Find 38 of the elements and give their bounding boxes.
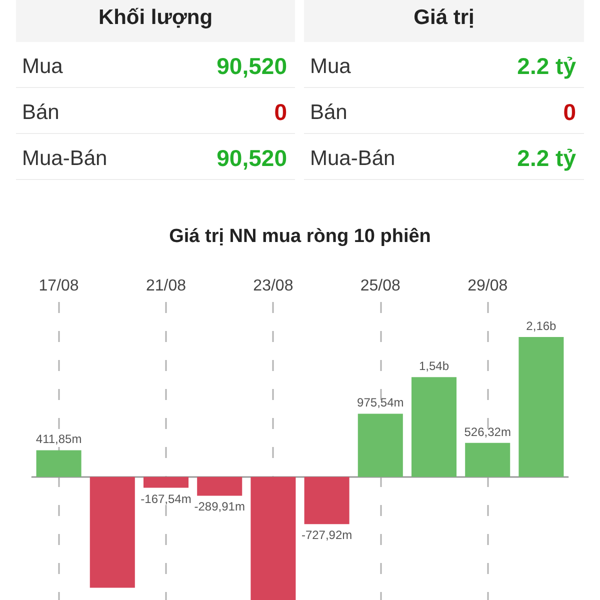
bar bbox=[411, 377, 457, 477]
category-label: Mua bbox=[22, 54, 63, 78]
data-label: 90,520 bbox=[216, 53, 287, 80]
bar bbox=[143, 476, 189, 488]
x-tick-label: 29/08 bbox=[468, 278, 508, 294]
bar bbox=[358, 414, 403, 477]
bar bbox=[197, 476, 242, 496]
bar bbox=[36, 450, 82, 477]
category-label: Bán bbox=[22, 100, 60, 124]
data-label: 975,54m bbox=[357, 396, 404, 410]
bar bbox=[518, 336, 564, 477]
data-label: 2,16b bbox=[526, 318, 557, 333]
data-label: 0 bbox=[274, 99, 287, 126]
text: Giá trị bbox=[414, 6, 474, 30]
bar bbox=[304, 476, 350, 524]
x-tick-label: 23/08 bbox=[253, 278, 294, 294]
bar bbox=[250, 476, 296, 600]
category-label: Mua-Bán bbox=[310, 146, 396, 170]
data-label: 1,54b bbox=[418, 359, 450, 374]
data-label: -289,91m bbox=[194, 500, 245, 514]
category-label: Bán bbox=[310, 100, 348, 124]
data-label: 0 bbox=[563, 99, 576, 126]
x-tick-label: 21/08 bbox=[146, 278, 186, 294]
bar bbox=[465, 442, 510, 477]
data-label: 90,520 bbox=[216, 145, 287, 172]
data-label: -167,54m bbox=[140, 492, 192, 506]
chart-title: Giá trị NN mua ròng 10 phiên bbox=[169, 226, 431, 247]
text: Khối lượng bbox=[98, 6, 213, 30]
data-label: 2.2 tỷ bbox=[517, 145, 576, 172]
data-label: -727,92m bbox=[301, 528, 352, 542]
x-tick-label: 17/08 bbox=[38, 278, 79, 294]
data-label: 2.2 tỷ bbox=[517, 53, 576, 80]
x-tick-label: 25/08 bbox=[360, 278, 401, 294]
category-label: Mua-Bán bbox=[22, 146, 108, 170]
data-label: 411,85m bbox=[36, 432, 82, 446]
data-label: 526,32m bbox=[464, 424, 511, 439]
category-label: Mua bbox=[310, 54, 351, 78]
bar bbox=[90, 476, 135, 588]
